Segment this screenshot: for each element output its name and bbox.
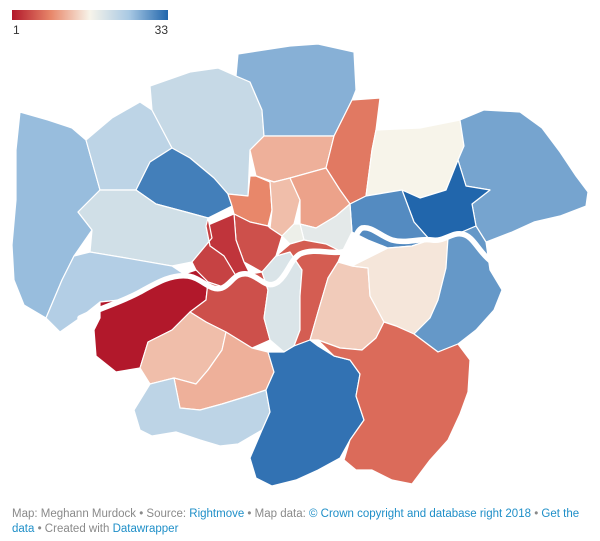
footer-separator: • Created with bbox=[34, 523, 113, 535]
london-borough-map bbox=[11, 43, 589, 487]
legend-min-label: 1 bbox=[13, 23, 20, 37]
footer-separator: • Source: bbox=[136, 508, 190, 520]
get-the-data-link[interactable]: Get the data bbox=[12, 508, 580, 535]
legend-max-label: 33 bbox=[154, 23, 168, 37]
map-author: Map: Meghann Murdock bbox=[12, 508, 137, 520]
footer-separator: • Map data: bbox=[244, 508, 309, 520]
legend: 1 33 bbox=[12, 10, 168, 37]
legend-color-bar bbox=[12, 10, 168, 20]
borough-enfield[interactable] bbox=[235, 43, 357, 137]
borough-bromley[interactable] bbox=[317, 321, 471, 485]
map-data-link[interactable]: © Crown copyright and database right 201… bbox=[309, 508, 531, 520]
borough-city-of-london[interactable] bbox=[281, 223, 305, 245]
borough-bexley[interactable] bbox=[413, 225, 503, 353]
footer-separator: • bbox=[531, 508, 542, 520]
datawrapper-link[interactable]: Datawrapper bbox=[112, 523, 179, 535]
river-thames bbox=[77, 225, 495, 321]
borough-havering[interactable] bbox=[457, 109, 589, 243]
source-link[interactable]: Rightmove bbox=[189, 508, 245, 520]
footer-credits: Map: Meghann Murdock • Source: Rightmove… bbox=[12, 507, 592, 537]
